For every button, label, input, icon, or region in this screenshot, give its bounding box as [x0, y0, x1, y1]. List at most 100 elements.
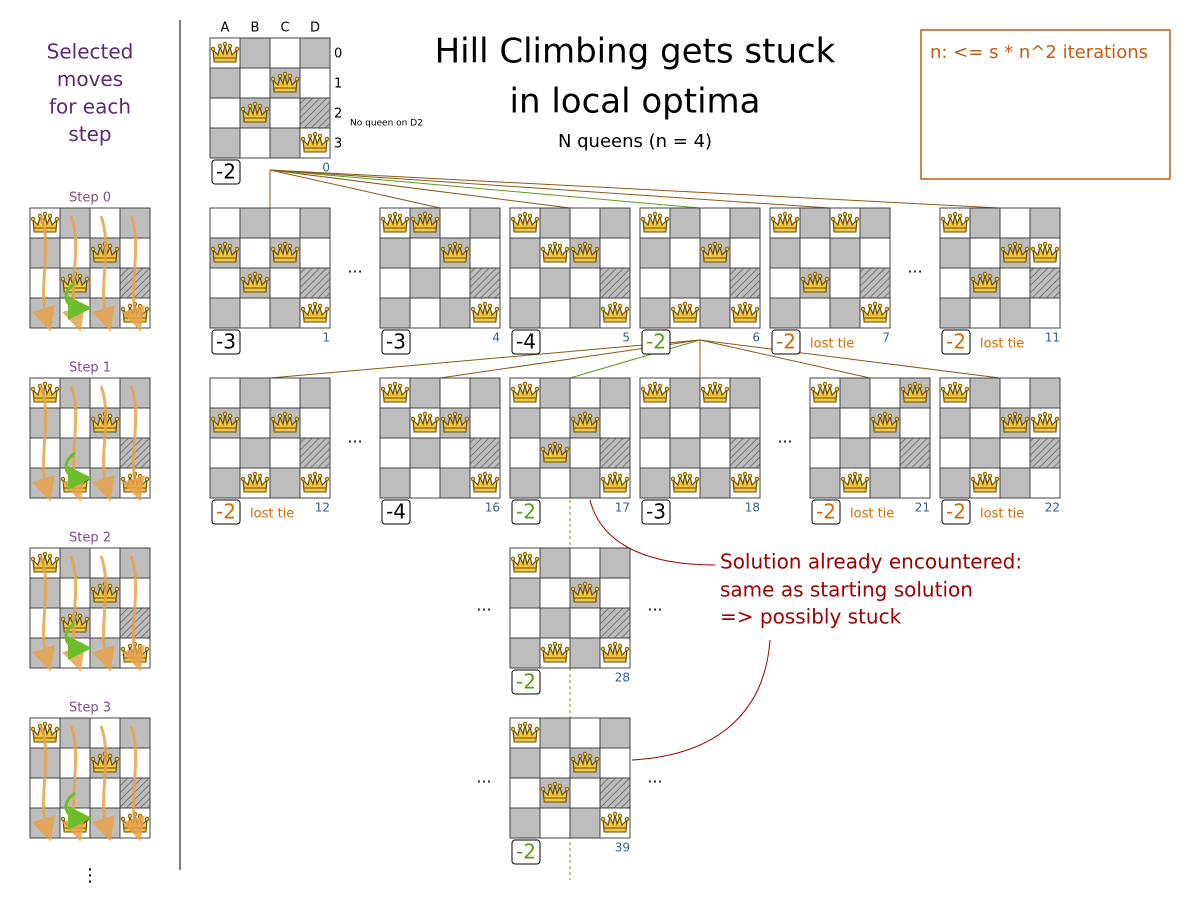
queen-jewel — [510, 726, 516, 732]
cell — [769, 267, 801, 299]
queen-jewel — [324, 136, 330, 142]
queen-jewel — [90, 756, 96, 762]
cell — [439, 377, 471, 409]
cell — [669, 377, 701, 409]
queen-jewel — [127, 813, 133, 819]
queen-body — [32, 384, 58, 401]
queen-jewel — [652, 211, 658, 217]
queen-base — [123, 827, 147, 833]
queen-jewel — [957, 213, 963, 219]
cell — [209, 97, 241, 129]
queen-jewel — [940, 386, 946, 392]
cell — [1029, 377, 1061, 409]
queen — [640, 381, 670, 403]
queen-base — [703, 397, 727, 403]
queen — [570, 241, 600, 263]
queen — [700, 241, 730, 263]
cell — [969, 437, 1001, 469]
queen-jewel — [770, 216, 776, 222]
queen-jewel — [144, 816, 150, 822]
cell — [379, 437, 411, 469]
cell — [939, 237, 971, 269]
queen-body — [1032, 244, 1058, 261]
queen-body — [572, 414, 598, 431]
cell — [509, 267, 541, 299]
cell — [539, 717, 571, 749]
queen-body — [382, 384, 408, 401]
queen — [300, 301, 330, 323]
queen-jewel — [1030, 416, 1036, 422]
queen — [770, 211, 800, 233]
score: -2 — [646, 330, 666, 354]
cell — [439, 437, 471, 469]
queen-jewel — [547, 243, 553, 249]
queen-jewel — [522, 551, 528, 557]
queen-jewel — [852, 471, 858, 477]
queen-jewel — [670, 476, 676, 482]
queen-jewel — [1007, 243, 1013, 249]
queen-body — [732, 474, 758, 491]
annotation: No queen on D2 — [350, 119, 423, 129]
queen-body — [602, 474, 628, 491]
queen-jewel — [137, 473, 143, 479]
queen — [270, 71, 300, 93]
queen-jewel — [1017, 413, 1023, 419]
queen-jewel — [664, 386, 670, 392]
queen-jewel — [617, 813, 623, 819]
queen-jewel — [107, 243, 113, 249]
queen-base — [813, 397, 837, 403]
queen-jewel — [494, 476, 500, 482]
queen-jewel — [540, 446, 546, 452]
cell — [269, 297, 301, 329]
queen-jewel — [222, 411, 228, 417]
board-index: 11 — [1045, 331, 1060, 345]
queen-jewel — [1047, 243, 1053, 249]
queen-jewel — [247, 103, 253, 109]
cell — [469, 237, 501, 269]
queen — [410, 211, 440, 233]
queen-jewel — [277, 413, 283, 419]
queen-jewel — [252, 101, 258, 107]
queen-jewel — [114, 756, 120, 762]
queen-body — [32, 724, 58, 741]
queen — [970, 271, 1000, 293]
queen-base — [383, 397, 407, 403]
queen-base — [273, 257, 297, 263]
queen-jewel — [884, 306, 890, 312]
cell — [379, 237, 411, 269]
score-box — [811, 499, 841, 525]
queen-body — [272, 414, 298, 431]
queen-jewel — [940, 216, 946, 222]
queen-jewel — [877, 413, 883, 419]
queen-jewel — [107, 413, 113, 419]
queen — [570, 751, 600, 773]
cell — [599, 577, 631, 609]
queen-jewel — [577, 243, 583, 249]
cell — [859, 237, 891, 269]
queen-base — [603, 487, 627, 493]
cell — [899, 407, 931, 439]
queen-jewel — [227, 413, 233, 419]
queen-jewel — [647, 383, 653, 389]
queen-jewel — [417, 413, 423, 419]
callout-text: => possibly stuck — [720, 605, 902, 629]
cell — [809, 437, 841, 469]
queen-body — [442, 244, 468, 261]
queen — [1030, 411, 1060, 433]
selected-move — [64, 281, 92, 320]
queen-jewel — [247, 273, 253, 279]
cell — [639, 407, 671, 439]
edge — [269, 169, 1001, 209]
queen-jewel — [222, 241, 228, 247]
queen-jewel — [54, 386, 60, 392]
cell — [539, 207, 571, 239]
cell — [299, 207, 331, 239]
queen-base — [973, 287, 997, 293]
ellipsis: ... — [347, 258, 362, 277]
queen-base — [443, 257, 467, 263]
queen-jewel — [707, 243, 713, 249]
queen — [600, 641, 630, 663]
queen-jewel — [540, 786, 546, 792]
queen-jewel — [477, 303, 483, 309]
